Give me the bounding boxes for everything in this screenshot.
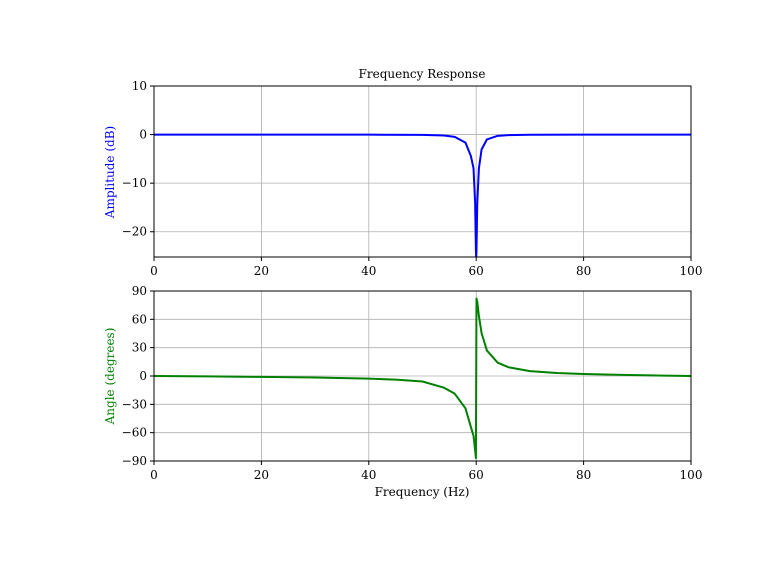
x-tick-label: 100 <box>680 468 703 482</box>
x-tick-label: 80 <box>576 468 591 482</box>
y-tick-label: 10 <box>132 79 147 93</box>
series-line-0-0 <box>154 133 691 257</box>
y-tick-label: −10 <box>122 176 147 190</box>
phase-axes: 0 20 40 60 80 100 90 60 30 0 −30 −60 −90 <box>122 284 703 482</box>
y-tick-label: −20 <box>122 225 147 239</box>
y-tick-label: −60 <box>122 426 147 440</box>
bottom-ylabel: Angle (degrees) <box>103 328 117 426</box>
x-tick-label: 60 <box>469 468 484 482</box>
y-tick-label: 0 <box>139 369 147 383</box>
bottom-xlabel: Frequency (Hz) <box>375 485 470 499</box>
y-tick-label: 30 <box>132 341 147 355</box>
y-tick-label: −90 <box>122 454 147 468</box>
y-tick-label: −30 <box>122 397 147 411</box>
axes-frame <box>153 290 692 462</box>
top-ylabel: Amplitude (dB) <box>103 126 117 219</box>
x-tick-label: 0 <box>150 468 158 482</box>
x-tick-label: 40 <box>361 264 376 278</box>
x-tick-label: 60 <box>469 264 484 278</box>
x-tick-label: 20 <box>254 468 269 482</box>
chart-title: Frequency Response <box>359 67 486 81</box>
x-tick-label: 0 <box>150 264 158 278</box>
y-tick-label: 0 <box>139 128 147 142</box>
axes-frame <box>153 85 692 258</box>
y-tick-label: 90 <box>132 284 147 298</box>
series-line-1-0 <box>154 297 691 460</box>
x-tick-label: 80 <box>576 264 591 278</box>
x-tick-label: 40 <box>361 468 376 482</box>
x-tick-label: 100 <box>680 264 703 278</box>
y-tick-label: 60 <box>132 312 147 326</box>
x-tick-label: 20 <box>254 264 269 278</box>
